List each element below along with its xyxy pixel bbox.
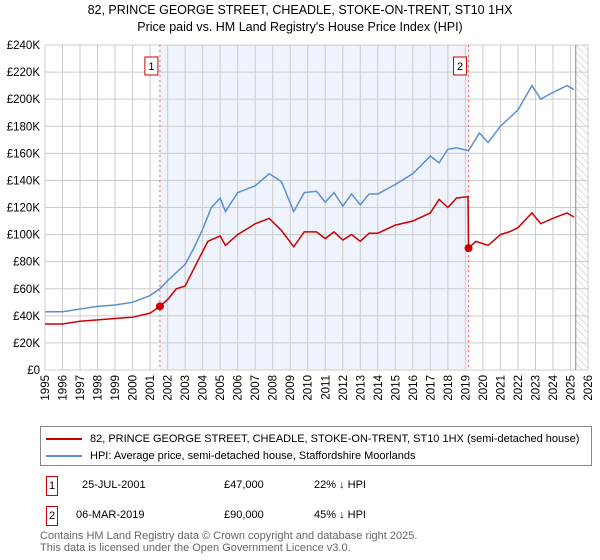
transaction-price: £47,000 bbox=[224, 479, 264, 491]
marker-label: 2 bbox=[457, 61, 463, 73]
x-tick-label: 2009 bbox=[285, 375, 297, 401]
x-tick-label: 2006 bbox=[233, 375, 245, 401]
legend-item-property: 82, PRINCE GEORGE STREET, CHEADLE, STOKE… bbox=[46, 431, 579, 446]
legend-item-hpi: HPI: Average price, semi-detached house,… bbox=[46, 448, 416, 463]
legend: 82, PRINCE GEORGE STREET, CHEADLE, STOKE… bbox=[40, 426, 592, 466]
x-tick-label: 2004 bbox=[198, 374, 210, 400]
transaction-date: 25-JUL-2001 bbox=[82, 479, 146, 491]
x-tick-label: 2022 bbox=[513, 375, 525, 401]
legend-label: 82, PRINCE GEORGE STREET, CHEADLE, STOKE… bbox=[90, 432, 580, 445]
marker-badge: 2 bbox=[46, 506, 58, 526]
marker-label-box bbox=[453, 56, 468, 76]
x-tick-label: 2015 bbox=[390, 375, 402, 401]
x-tick-label: 2014 bbox=[373, 374, 385, 400]
transaction-date: 06-MAR-2019 bbox=[76, 509, 145, 521]
legend-label: HPI: Average price, semi-detached house,… bbox=[90, 449, 416, 462]
sale-point bbox=[155, 302, 164, 311]
x-tick-label: 2023 bbox=[530, 375, 542, 401]
y-tick-label: £160K bbox=[7, 148, 41, 160]
y-tick-label: £120K bbox=[7, 203, 41, 215]
y-tick-label: £40K bbox=[13, 311, 40, 323]
transaction-delta: 45% ↓ HPI bbox=[314, 509, 366, 521]
y-tick-label: £80K bbox=[13, 257, 40, 269]
marker-label-box bbox=[144, 56, 159, 76]
y-tick-label: £180K bbox=[7, 121, 41, 133]
price-paid-line bbox=[45, 195, 575, 325]
y-tick-label: £200K bbox=[7, 94, 41, 106]
x-tick-label: 2005 bbox=[215, 375, 227, 401]
y-tick-label: £60K bbox=[13, 284, 40, 296]
x-tick-label: 2007 bbox=[250, 375, 262, 401]
transaction-row: 2 06-MAR-2019 £90,000 45% ↓ HPI bbox=[46, 506, 446, 526]
legend-swatch-red bbox=[46, 437, 82, 440]
x-tick-label: 2002 bbox=[163, 375, 175, 401]
chart-title: 82, PRINCE GEORGE STREET, CHEADLE, STOKE… bbox=[87, 3, 513, 17]
x-tick-label: 2010 bbox=[303, 375, 315, 401]
footer-line: This data is licensed under the Open Gov… bbox=[40, 542, 351, 554]
x-tick-label: 2003 bbox=[180, 375, 192, 401]
y-tick-label: £20K bbox=[13, 338, 40, 350]
y-tick-label: £0 bbox=[27, 365, 40, 377]
x-tick-label: 2011 bbox=[320, 375, 332, 400]
x-tick-label: 1998 bbox=[93, 375, 105, 401]
marker-badge: 1 bbox=[46, 476, 58, 496]
transaction-row: 1 25-JUL-2001 £47,000 22% ↓ HPI bbox=[46, 476, 446, 496]
price-chart: 1995 1996 1997 1998 1999 2000 2001 2002 2003 2004… bbox=[7, 40, 595, 401]
hpi-line bbox=[45, 84, 575, 313]
chart-subtitle: Price paid vs. HM Land Registry's House … bbox=[137, 20, 463, 34]
x-tick-label: 2017 bbox=[425, 375, 437, 401]
transaction-delta: 22% ↓ HPI bbox=[314, 479, 366, 491]
y-tick-label: £140K bbox=[7, 175, 41, 187]
x-tick-label: 2019 bbox=[460, 375, 472, 401]
y-tick-label: £100K bbox=[7, 230, 41, 242]
x-tick-label: 2026 bbox=[583, 375, 595, 401]
footer-line: Contains HM Land Registry data © Crown c… bbox=[40, 530, 418, 542]
x-tick-label: 1999 bbox=[110, 375, 122, 401]
x-tick-label: 2020 bbox=[478, 375, 490, 401]
transaction-price: £90,000 bbox=[224, 509, 264, 521]
x-tick-label: 1996 bbox=[58, 375, 70, 401]
legend-swatch-blue bbox=[46, 454, 82, 457]
marker-label: 1 bbox=[148, 61, 154, 73]
sale-point bbox=[464, 244, 473, 253]
x-tick-label: 2000 bbox=[128, 375, 140, 401]
x-tick-label: 2021 bbox=[495, 375, 507, 401]
x-tick-label: 2016 bbox=[408, 375, 420, 401]
x-tick-label: 2012 bbox=[338, 375, 350, 401]
x-tick-label: 2018 bbox=[443, 375, 455, 401]
x-tick-label: 2025 bbox=[565, 375, 577, 401]
footer: Contains HM Land Registry data © Crown c… bbox=[40, 530, 417, 554]
x-tick-label: 2013 bbox=[355, 375, 367, 401]
x-tick-label: 2001 bbox=[145, 375, 157, 401]
x-tick-label: 1995 bbox=[40, 375, 52, 401]
x-tick-label: 1997 bbox=[75, 375, 87, 401]
y-tick-label: £220K bbox=[7, 67, 41, 79]
y-tick-label: £240K bbox=[7, 40, 41, 52]
x-tick-label: 2024 bbox=[548, 374, 560, 400]
x-tick-label: 2008 bbox=[268, 375, 280, 401]
